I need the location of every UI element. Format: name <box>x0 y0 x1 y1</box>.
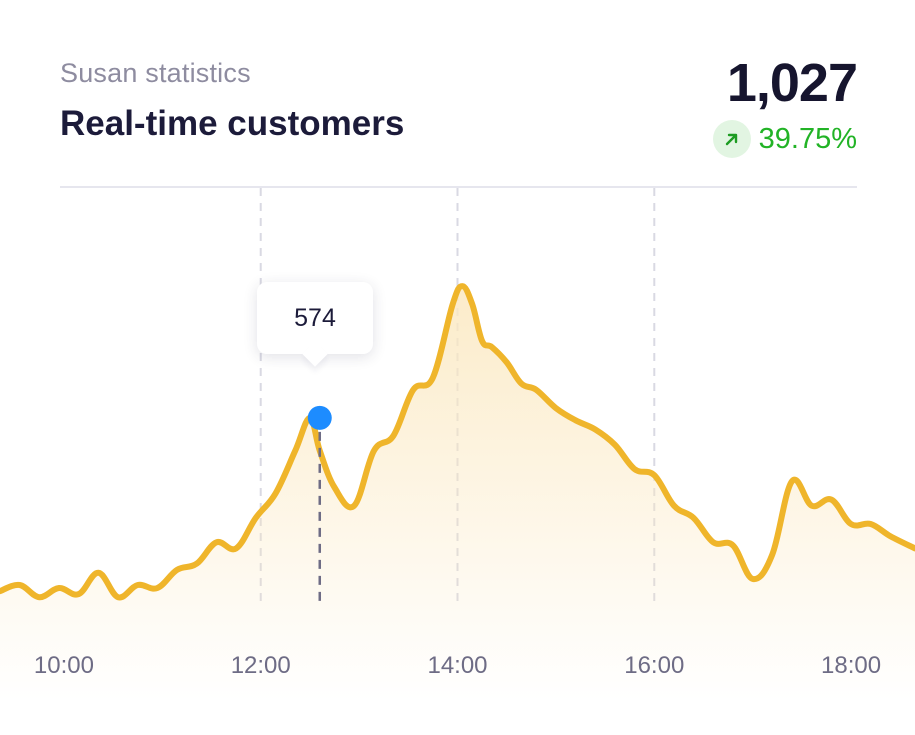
x-tick-label: 12:00 <box>231 652 291 679</box>
total-customers-value: 1,027 <box>726 53 858 113</box>
change-indicator: 39.75% <box>712 120 857 158</box>
card-subtitle: Susan statistics <box>60 58 251 88</box>
value-tooltip: 574 <box>257 282 373 354</box>
card-title: Real-time customers <box>60 104 405 143</box>
x-tick-label: 14:00 <box>427 652 487 679</box>
change-percentage: 39.75% <box>758 122 857 155</box>
arrow-up-right-icon <box>712 120 751 158</box>
area-fill <box>0 286 915 700</box>
x-tick-label: 10:00 <box>34 652 94 679</box>
header-divider <box>60 186 857 188</box>
x-tick-label: 18:00 <box>821 652 881 679</box>
series-line <box>0 283 915 601</box>
highlight-point[interactable] <box>307 405 332 430</box>
x-tick-label: 16:00 <box>624 652 684 679</box>
